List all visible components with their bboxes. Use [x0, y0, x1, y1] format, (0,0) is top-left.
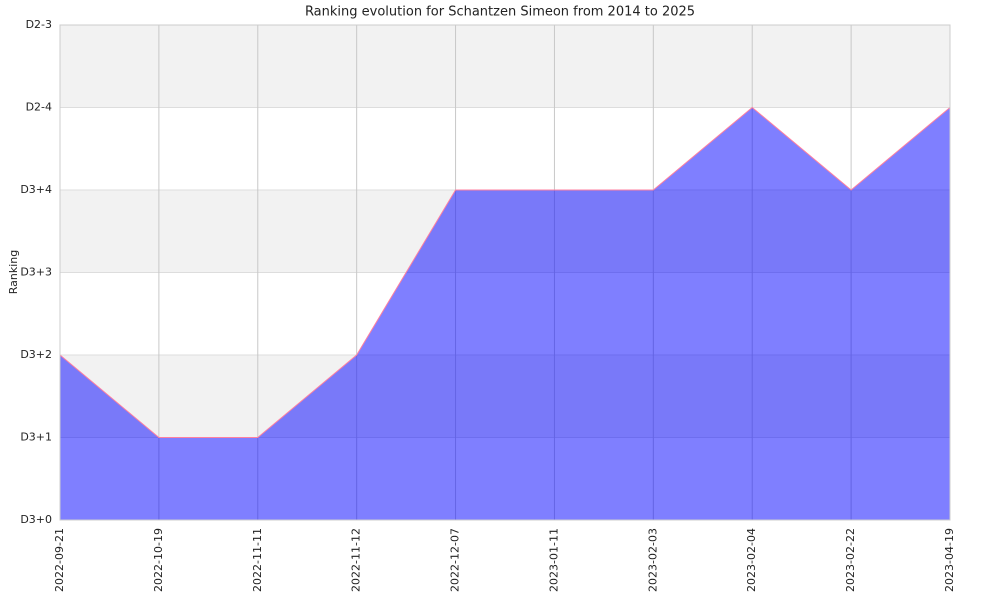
y-tick-label: D2-4 [26, 101, 52, 114]
x-tick-label: 2023-02-03 [646, 528, 659, 592]
x-tick-label: 2022-09-21 [53, 528, 66, 592]
y-tick-label: D3+4 [20, 183, 52, 196]
x-tick-label: 2023-01-11 [547, 528, 560, 592]
line [59, 106, 951, 438]
x-tick-label: 2022-11-11 [251, 528, 264, 592]
y-tick-label: D2-3 [26, 18, 52, 31]
grid-band [60, 25, 950, 108]
y-axis-label: Ranking [7, 250, 20, 295]
y-tick-label: D3+3 [20, 266, 52, 279]
y-tick-label: D3+0 [20, 513, 52, 526]
area [60, 107, 950, 520]
y-tick-label: D3+1 [20, 431, 52, 444]
x-tick-label: 2023-04-19 [943, 528, 956, 592]
plot-border [59, 24, 951, 521]
x-tick-label: 2022-12-07 [449, 528, 462, 592]
x-tick-label: 2022-10-19 [152, 528, 165, 592]
chart-title: Ranking evolution for Schantzen Simeon f… [305, 5, 695, 20]
x-tick-label: 2022-11-12 [350, 528, 363, 592]
y-tick-label: D3+2 [20, 348, 52, 361]
x-tick-label: 2023-02-04 [745, 528, 758, 592]
x-tick-label: 2023-02-22 [844, 528, 857, 592]
